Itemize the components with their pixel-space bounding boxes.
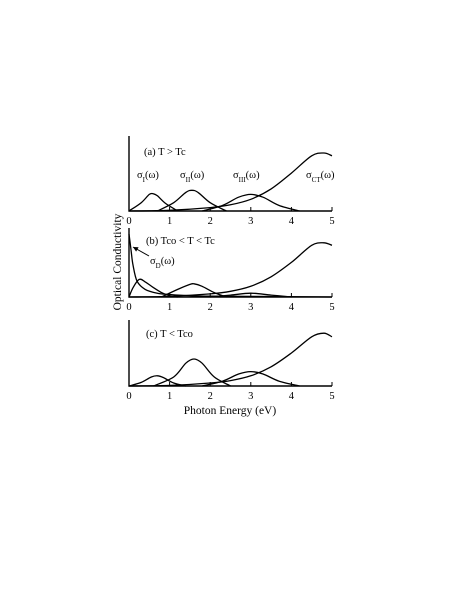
series-label: σIII(ω) (233, 170, 260, 184)
panel-c: 0 1 2 3 4 5 (c) T < Tco (126, 320, 335, 402)
x-tick-label: 0 (126, 391, 131, 402)
series-line (201, 193, 300, 212)
x-tick-label: 5 (329, 216, 334, 227)
panel-b: 0 1 2 3 4 5 (b) Tco < T < Tc σD(ω) (126, 228, 335, 313)
x-tick-label: 4 (289, 216, 295, 227)
x-tick-label: 4 (289, 302, 295, 313)
panel-label: (a) T > Tc (144, 147, 186, 158)
chart-panels: 0 1 2 3 4 5 (a) T > Tc σI(ω) σII(ω) σIII(ω) σCT(ω)… (126, 136, 335, 402)
series-line (128, 278, 178, 298)
x-tick-label: 2 (208, 216, 213, 227)
x-tick-label: 0 (126, 216, 131, 227)
series-label: σCT(ω) (306, 170, 335, 184)
series-line (128, 242, 333, 298)
series-label: σII(ω) (180, 170, 205, 184)
series-line (210, 292, 292, 298)
x-tick-label: 1 (167, 302, 172, 313)
series-line (128, 332, 333, 387)
annotation-arrowhead (133, 247, 139, 252)
x-tick-label: 5 (329, 391, 334, 402)
x-tick-label: 3 (248, 391, 253, 402)
x-tick-label: 4 (289, 391, 295, 402)
x-tick-label: 3 (248, 216, 253, 227)
series-line (157, 189, 227, 212)
panel-label: (c) T < Tco (146, 329, 193, 340)
panel-label: (b) Tco < T < Tc (146, 236, 215, 247)
series-line (128, 152, 333, 212)
panel-a: 0 1 2 3 4 5 (a) T > Tc σI(ω) σII(ω) σIII(ω) σCT(ω) (126, 136, 335, 227)
x-tick-label: 0 (126, 302, 131, 313)
series-line (161, 282, 227, 298)
x-tick-label: 3 (248, 302, 253, 313)
x-tick-label: 2 (208, 302, 213, 313)
x-tick-label: 2 (208, 391, 213, 402)
x-tick-label: 1 (167, 216, 172, 227)
series-line (128, 233, 333, 298)
series-line (128, 375, 186, 387)
x-axis-title: Photon Energy (eV) (184, 405, 277, 417)
y-axis-title: Optical Conductivity (112, 213, 124, 310)
x-tick-label: 5 (329, 302, 334, 313)
series-line (153, 358, 231, 387)
series-line (128, 192, 179, 212)
series-label: σI(ω) (137, 170, 159, 184)
x-tick-label: 1 (167, 391, 172, 402)
series-label: σD(ω) (150, 256, 175, 270)
